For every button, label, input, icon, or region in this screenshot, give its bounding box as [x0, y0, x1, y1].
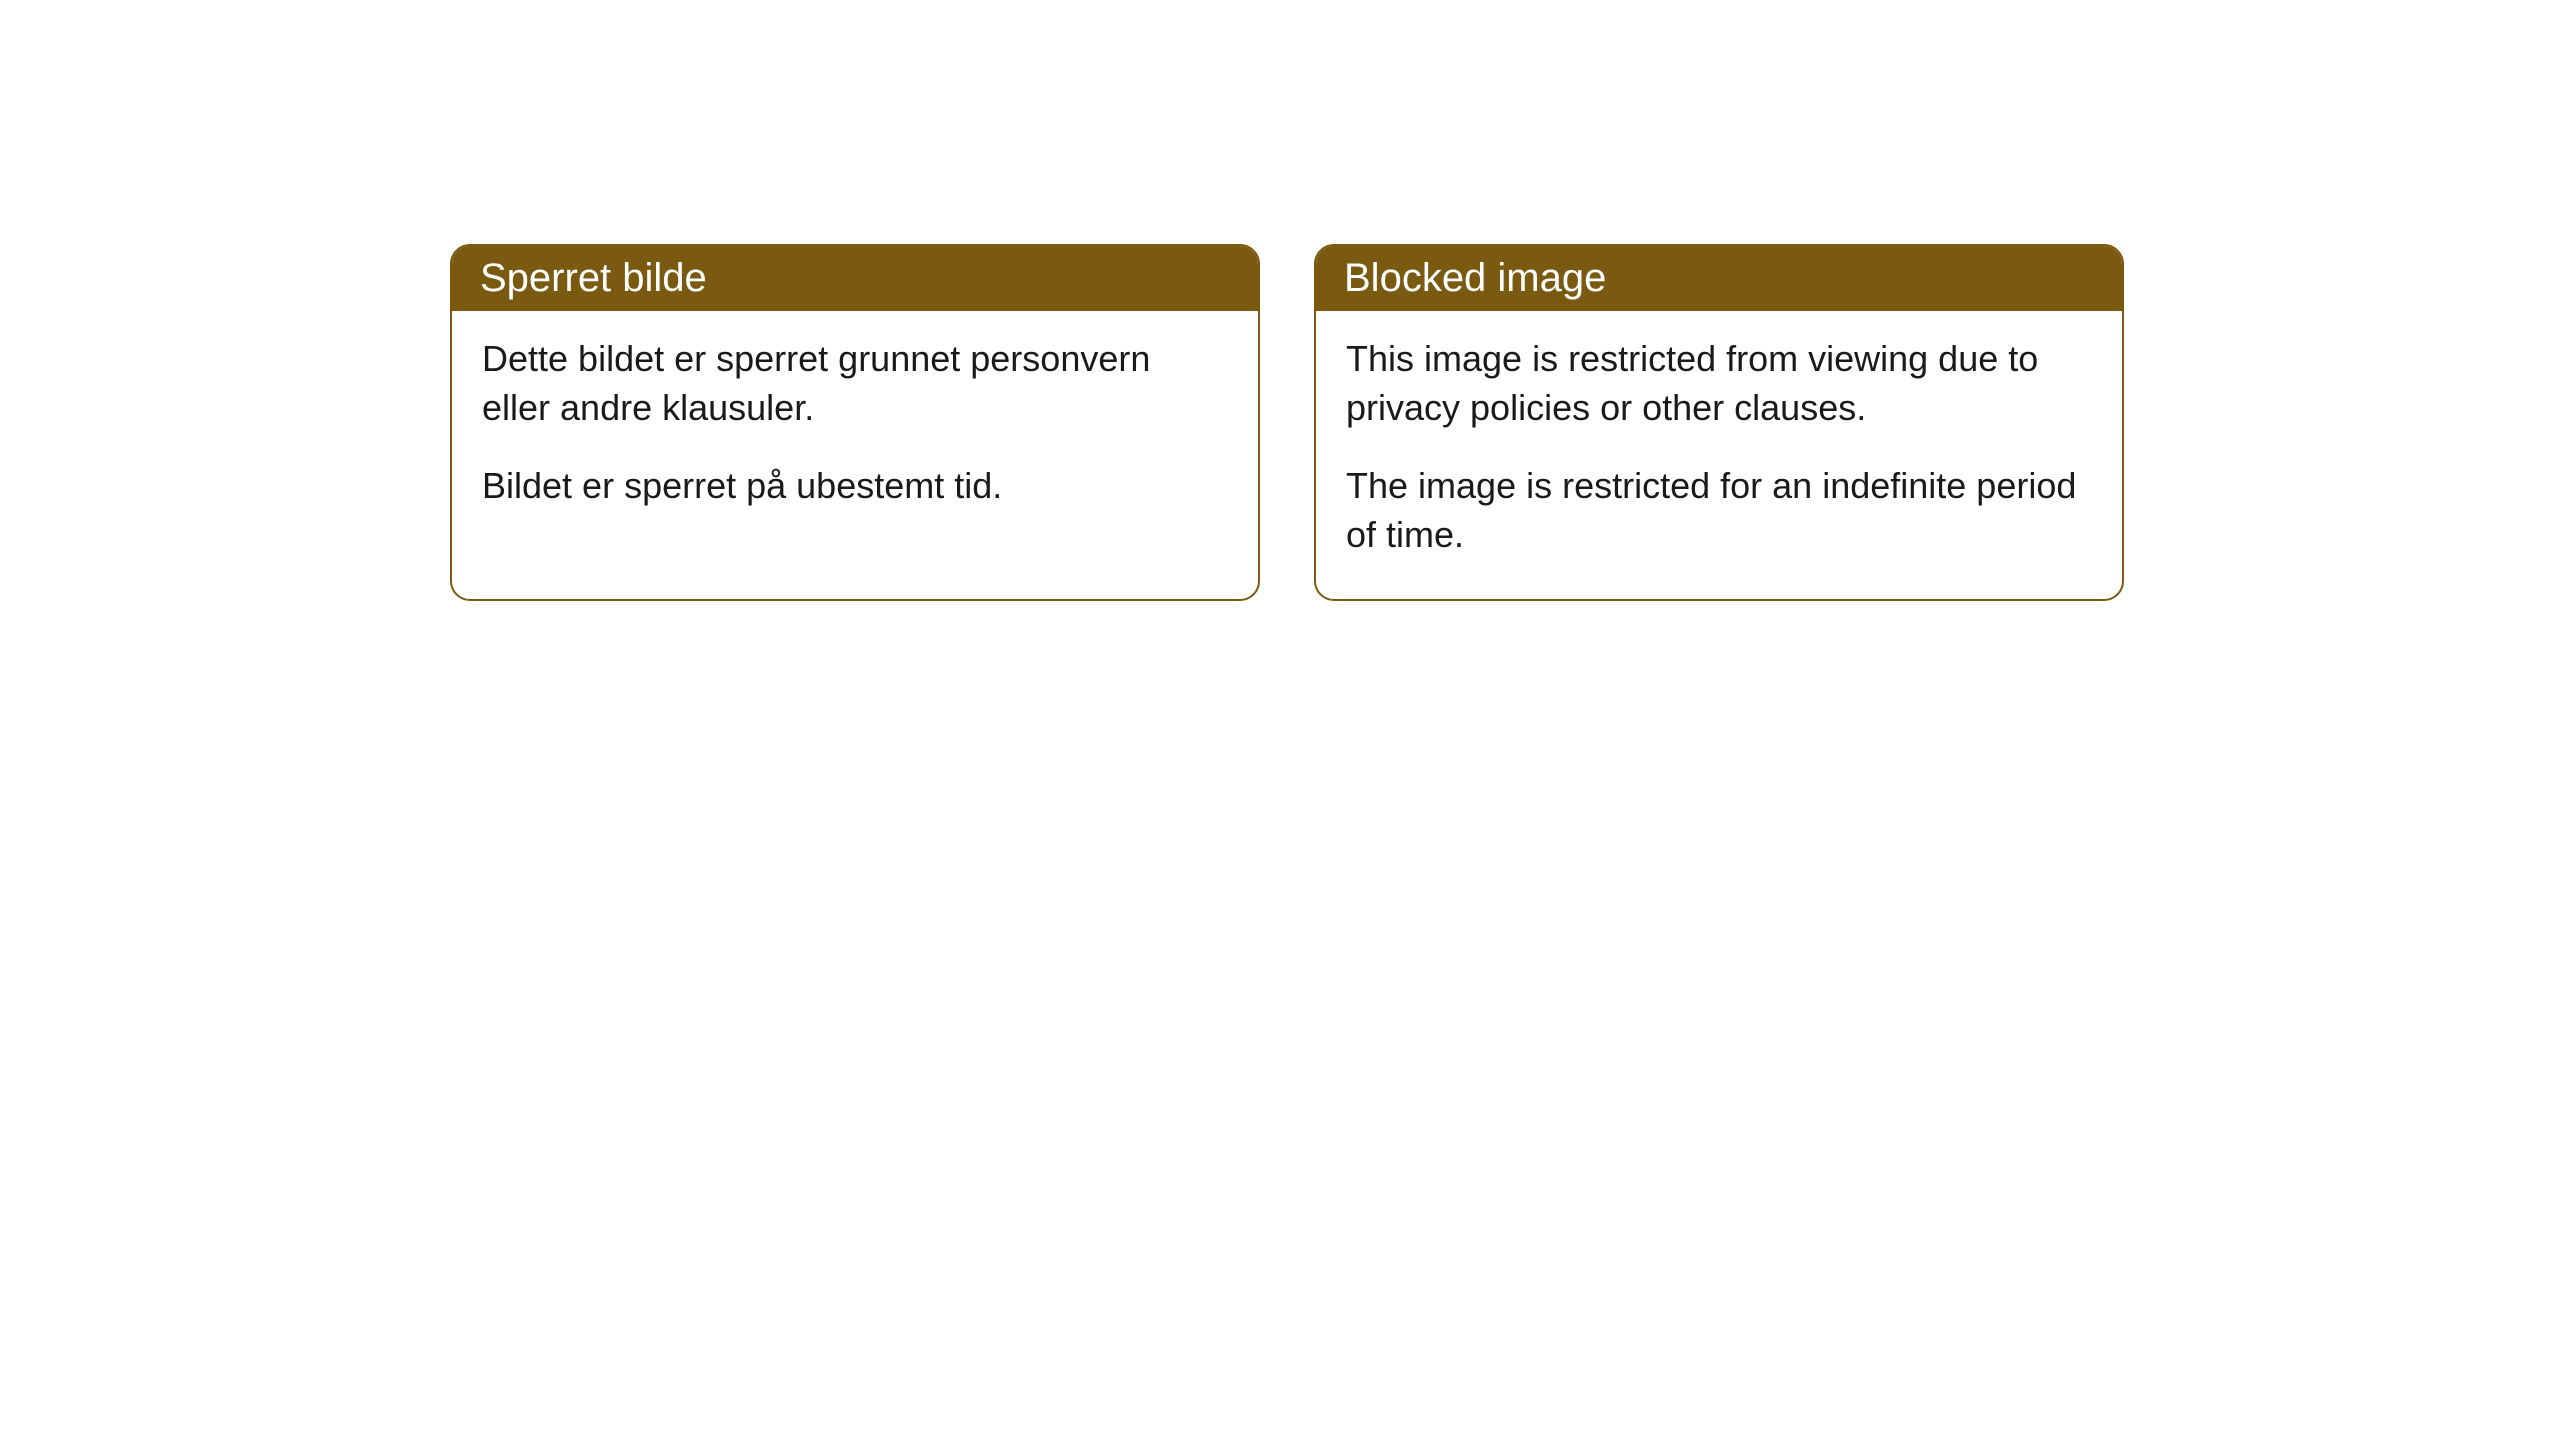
card-header-norwegian: Sperret bilde [452, 246, 1258, 311]
notice-text-norwegian-2: Bildet er sperret på ubestemt tid. [482, 462, 1228, 511]
notice-cards-container: Sperret bilde Dette bildet er sperret gr… [450, 244, 2124, 601]
card-body-norwegian: Dette bildet er sperret grunnet personve… [452, 311, 1258, 551]
blocked-image-card-english: Blocked image This image is restricted f… [1314, 244, 2124, 601]
blocked-image-card-norwegian: Sperret bilde Dette bildet er sperret gr… [450, 244, 1260, 601]
notice-text-english-2: The image is restricted for an indefinit… [1346, 462, 2092, 559]
notice-text-english-1: This image is restricted from viewing du… [1346, 335, 2092, 432]
card-body-english: This image is restricted from viewing du… [1316, 311, 2122, 599]
card-header-english: Blocked image [1316, 246, 2122, 311]
notice-text-norwegian-1: Dette bildet er sperret grunnet personve… [482, 335, 1228, 432]
